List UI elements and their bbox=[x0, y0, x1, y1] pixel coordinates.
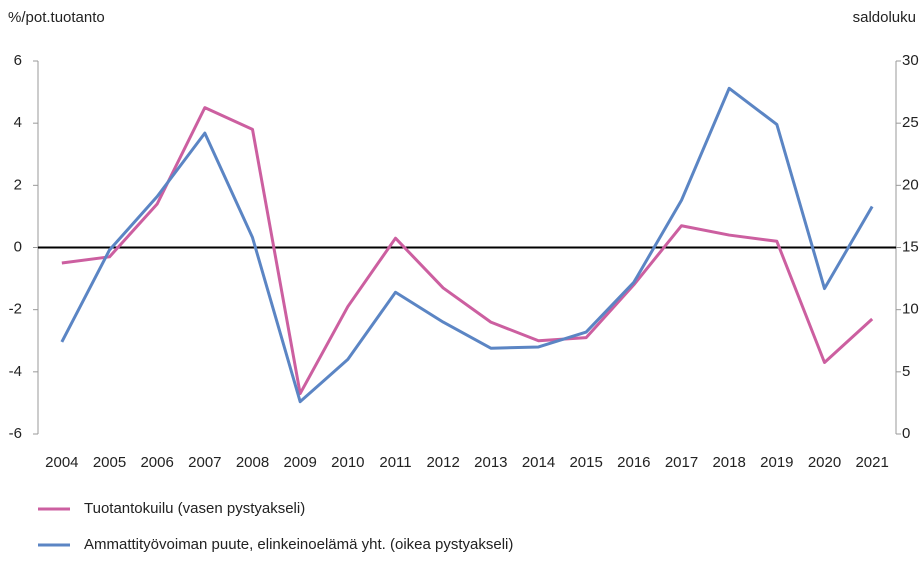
y-tick-label: -2 bbox=[9, 301, 22, 318]
x-tick-label: 2008 bbox=[236, 454, 269, 471]
legend-label: Ammattityövoiman puute, elinkeinoelämä y… bbox=[84, 536, 513, 553]
x-tick-label: 2007 bbox=[188, 454, 221, 471]
x-tick-label: 2010 bbox=[331, 454, 364, 471]
y2-tick-label: 20 bbox=[902, 176, 919, 193]
legend-label: Tuotantokuilu (vasen pystyakseli) bbox=[84, 500, 305, 517]
y-tick-label: 6 bbox=[14, 52, 22, 69]
x-tick-label: 2009 bbox=[283, 454, 316, 471]
x-tick-label: 2020 bbox=[808, 454, 841, 471]
y2-tick-label: 30 bbox=[902, 52, 919, 69]
x-tick-label: 2005 bbox=[93, 454, 126, 471]
x-tick-label: 2015 bbox=[569, 454, 602, 471]
y-tick-label: 4 bbox=[14, 114, 22, 131]
y2-tick-label: 5 bbox=[902, 363, 910, 380]
x-tick-label: 2017 bbox=[665, 454, 698, 471]
y2-tick-label: 0 bbox=[902, 425, 910, 442]
y2-axis-label: saldoluku bbox=[853, 9, 916, 26]
x-tick-label: 2014 bbox=[522, 454, 555, 471]
x-tick-label: 2011 bbox=[379, 454, 411, 471]
y-tick-label: 2 bbox=[14, 176, 22, 193]
y-axis-label: %/pot.tuotanto bbox=[8, 9, 105, 26]
x-tick-label: 2004 bbox=[45, 454, 78, 471]
series-line bbox=[61, 106, 874, 396]
x-tick-label: 2012 bbox=[426, 454, 459, 471]
x-tick-label: 2018 bbox=[712, 454, 745, 471]
y2-tick-label: 15 bbox=[902, 238, 919, 255]
x-tick-label: 2006 bbox=[140, 454, 173, 471]
y-tick-label: 0 bbox=[14, 238, 22, 255]
y2-tick-label: 25 bbox=[902, 114, 919, 131]
x-tick-label: 2019 bbox=[760, 454, 793, 471]
series-line bbox=[60, 86, 874, 404]
y-tick-label: -6 bbox=[9, 425, 22, 442]
x-tick-label: 2013 bbox=[474, 454, 507, 471]
y2-tick-label: 10 bbox=[902, 301, 919, 318]
x-tick-label: 2021 bbox=[855, 454, 888, 471]
x-tick-label: 2016 bbox=[617, 454, 650, 471]
y-tick-label: -4 bbox=[9, 363, 22, 380]
